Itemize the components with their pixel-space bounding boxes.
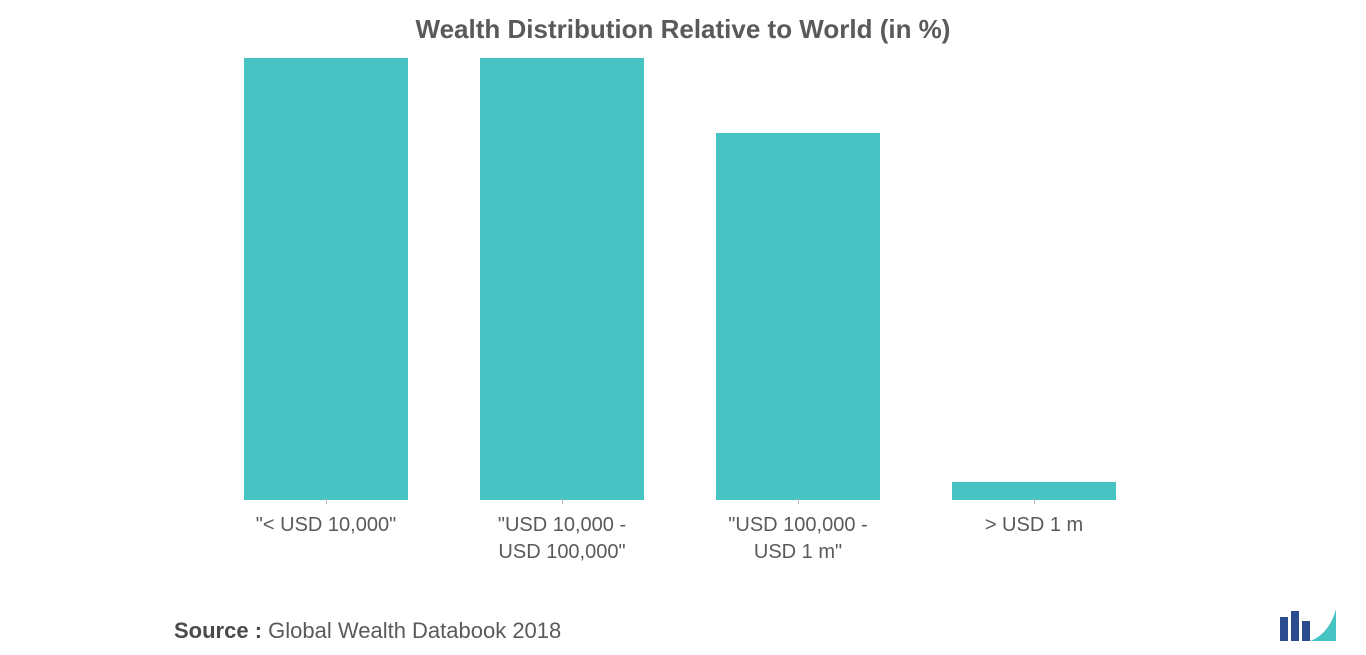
chart-bar: [244, 58, 408, 500]
x-axis-tick: [562, 498, 563, 504]
chart-container: Wealth Distribution Relative to World (i…: [0, 0, 1366, 655]
logo-swoosh-icon: [1310, 609, 1336, 641]
x-axis-tick: [798, 498, 799, 504]
source-label: Source :: [174, 618, 262, 643]
source-line: Source : Global Wealth Databook 2018: [174, 618, 561, 644]
x-axis-label: "USD 100,000 - USD 1 m": [718, 512, 878, 566]
x-axis-label: "USD 10,000 - USD 100,000": [482, 512, 642, 566]
x-axis-label: > USD 1 m: [954, 512, 1114, 539]
brand-logo: [1280, 607, 1336, 641]
chart-bar: [716, 133, 880, 500]
logo-bar-icon: [1280, 617, 1288, 641]
chart-title: Wealth Distribution Relative to World (i…: [0, 0, 1366, 45]
chart-plot-area: [190, 58, 1160, 500]
x-axis-tick: [1034, 498, 1035, 504]
x-axis-tick: [326, 498, 327, 504]
source-text: Global Wealth Databook 2018: [262, 618, 561, 643]
x-axis-label: "< USD 10,000": [246, 512, 406, 539]
chart-bar: [480, 58, 644, 500]
